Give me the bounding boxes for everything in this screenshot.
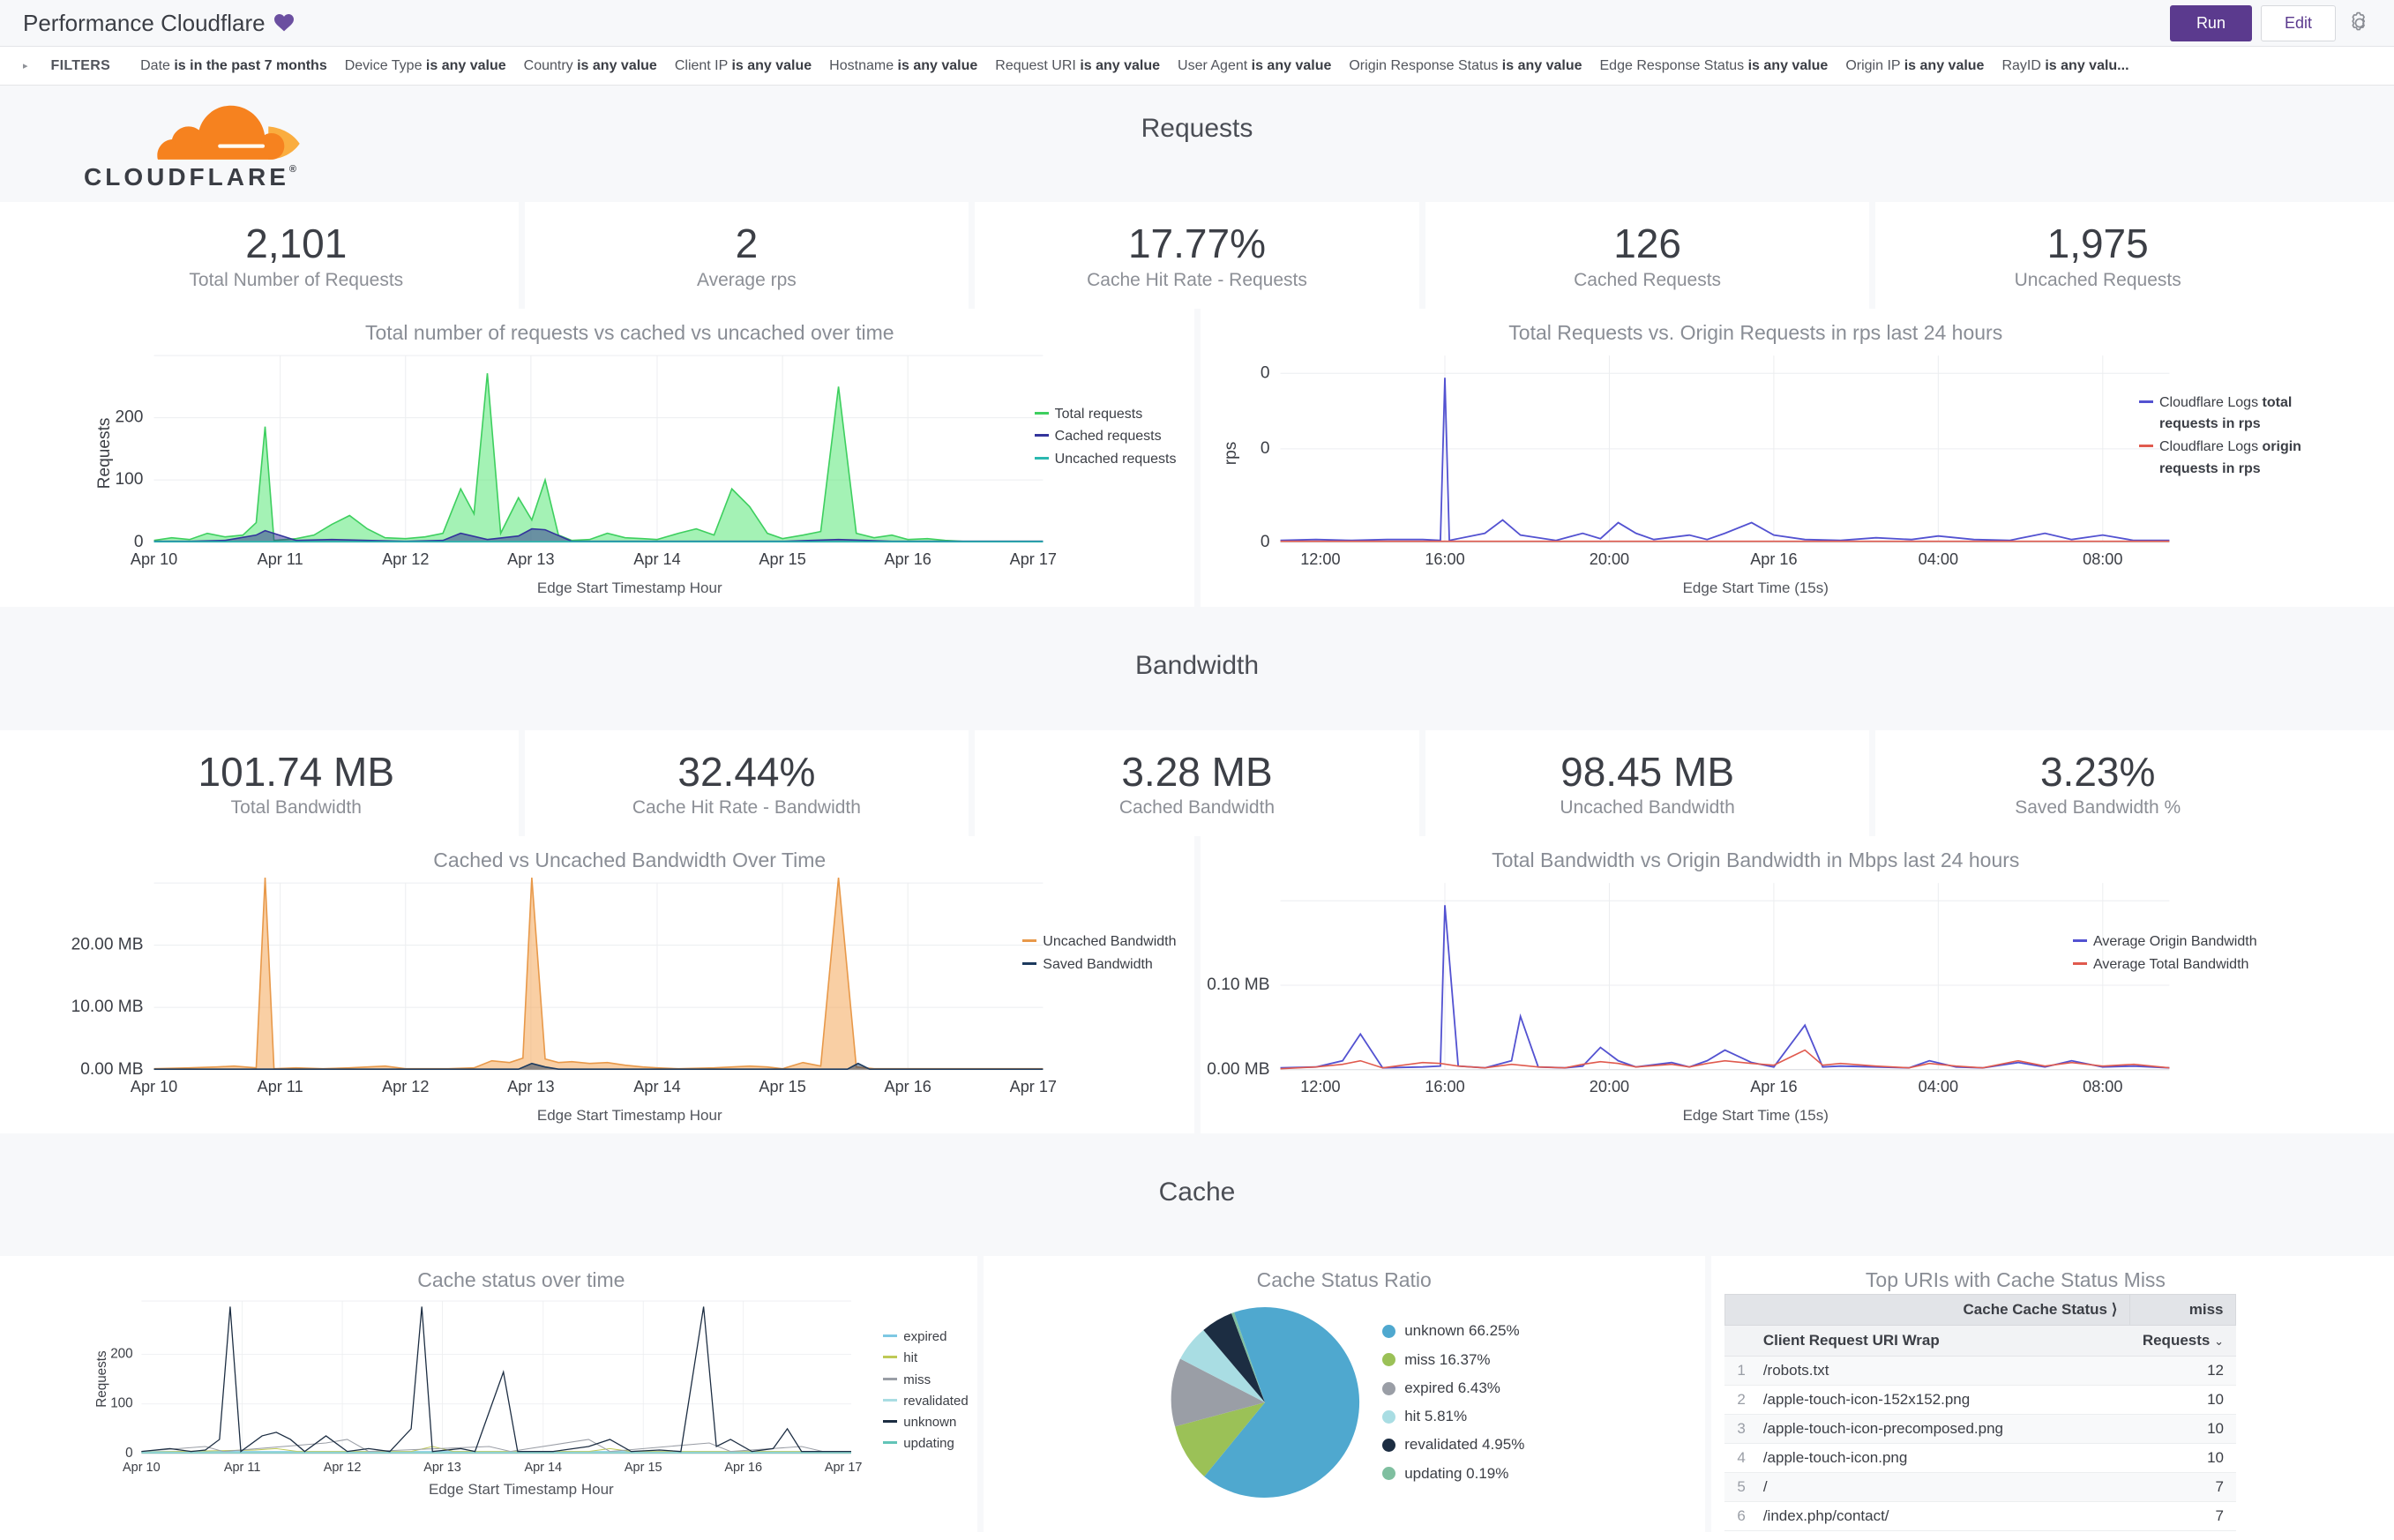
svg-text:Apr 12: Apr 12 [382,550,429,568]
svg-text:16:00: 16:00 [1425,1078,1464,1095]
svg-text:0: 0 [1260,363,1269,382]
svg-text:04:00: 04:00 [1918,1078,1957,1095]
svg-text:04:00: 04:00 [1918,550,1957,568]
svg-text:0.10 MB: 0.10 MB [1207,976,1269,994]
svg-text:Apr 11: Apr 11 [258,550,303,568]
svg-text:200: 200 [110,1347,132,1362]
svg-text:Apr 15: Apr 15 [625,1461,662,1475]
svg-text:0: 0 [125,1446,133,1461]
svg-text:0: 0 [134,532,144,550]
svg-text:16:00: 16:00 [1425,550,1464,568]
svg-text:Apr 12: Apr 12 [324,1461,362,1475]
svg-text:Apr 13: Apr 13 [423,1461,461,1475]
svg-text:Requests: Requests [95,417,114,489]
svg-text:Apr 16: Apr 16 [1750,550,1797,568]
svg-text:Apr 10: Apr 10 [131,550,177,568]
svg-text:Apr 17: Apr 17 [1010,550,1057,568]
svg-text:Requests: Requests [94,1350,109,1408]
svg-text:12:00: 12:00 [1300,550,1340,568]
svg-text:08:00: 08:00 [2083,550,2122,568]
svg-text:Apr 11: Apr 11 [258,1078,303,1095]
svg-text:Apr 11: Apr 11 [224,1461,261,1475]
svg-text:100: 100 [116,470,144,489]
svg-text:Apr 14: Apr 14 [524,1461,562,1475]
svg-text:Apr 16: Apr 16 [885,550,931,568]
svg-text:Apr 14: Apr 14 [633,1078,680,1095]
svg-text:20:00: 20:00 [1589,550,1628,568]
svg-text:200: 200 [116,407,144,426]
svg-text:0.00 MB: 0.00 MB [80,1060,143,1079]
svg-text:Apr 13: Apr 13 [507,550,554,568]
svg-text:Apr 16: Apr 16 [724,1461,762,1475]
svg-text:12:00: 12:00 [1300,1078,1340,1095]
svg-text:0.00 MB: 0.00 MB [1207,1060,1269,1079]
svg-text:Apr 16: Apr 16 [1750,1078,1797,1095]
svg-text:0: 0 [1260,532,1269,550]
svg-text:Apr 16: Apr 16 [885,1078,931,1095]
svg-text:Apr 15: Apr 15 [759,1078,805,1095]
svg-text:Apr 15: Apr 15 [759,550,805,568]
svg-text:Apr 17: Apr 17 [825,1461,863,1475]
svg-text:20:00: 20:00 [1589,1078,1628,1095]
svg-text:0: 0 [1260,439,1269,458]
svg-text:20.00 MB: 20.00 MB [71,936,144,954]
svg-text:100: 100 [110,1396,132,1411]
svg-text:Apr 10: Apr 10 [123,1461,161,1475]
svg-text:rps: rps [1222,441,1240,465]
svg-text:Apr 12: Apr 12 [382,1078,429,1095]
svg-text:Apr 14: Apr 14 [633,550,680,568]
svg-text:Apr 10: Apr 10 [131,1078,177,1095]
svg-text:10.00 MB: 10.00 MB [71,998,144,1016]
svg-text:Apr 17: Apr 17 [1010,1078,1057,1095]
svg-text:Apr 13: Apr 13 [507,1078,554,1095]
svg-text:08:00: 08:00 [2083,1078,2122,1095]
